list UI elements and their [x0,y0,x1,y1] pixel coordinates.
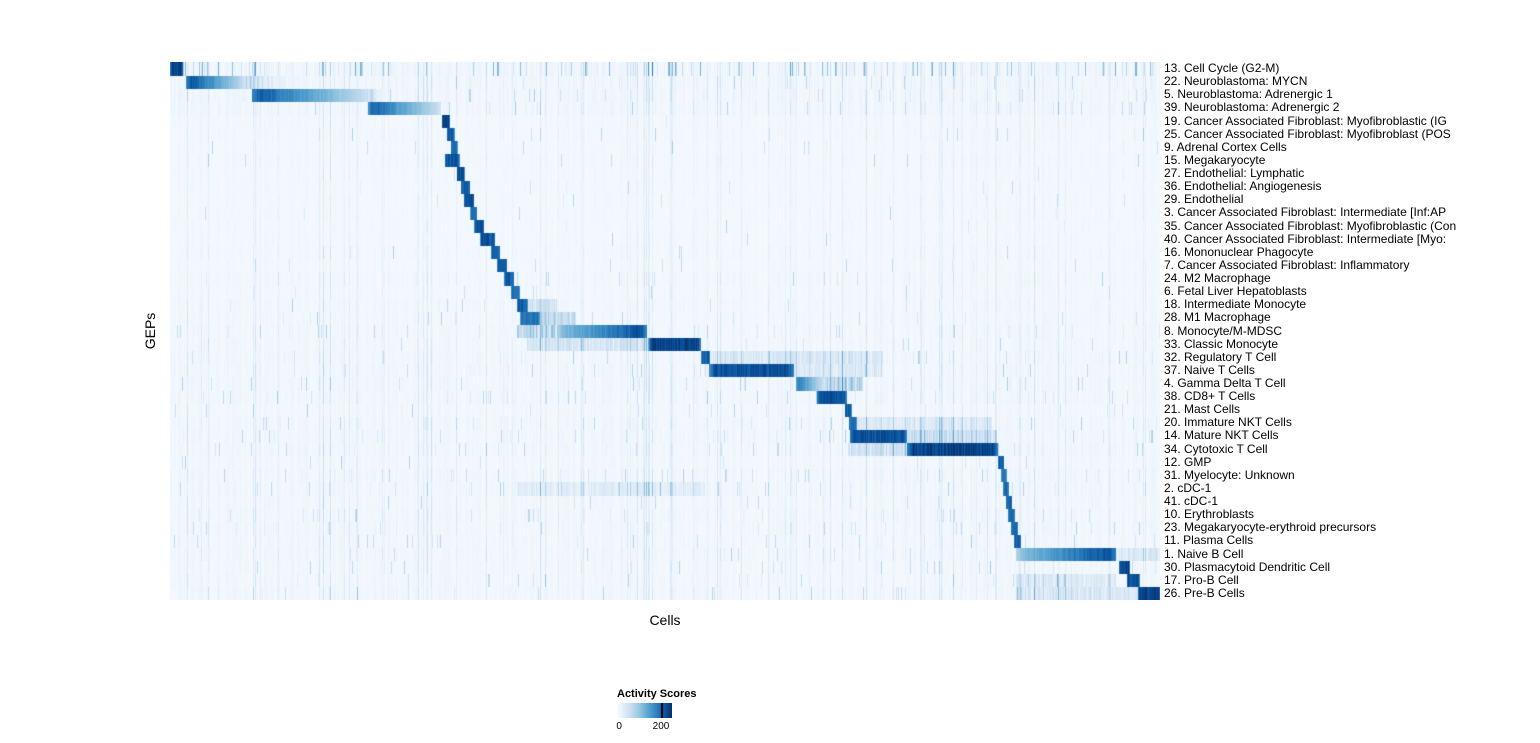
legend-max-label: 200 [652,721,670,732]
heatmap-canvas [170,62,1160,600]
row-label: 18. Intermediate Monocyte [1164,298,1307,312]
row-label: 21. Mast Cells [1164,403,1241,417]
row-label: 40. Cancer Associated Fibroblast: Interm… [1164,232,1447,246]
row-label: 19. Cancer Associated Fibroblast: Myofib… [1164,114,1447,128]
row-label: 24. M2 Macrophage [1164,272,1271,285]
row-label: 2. cDC-1 [1164,481,1212,495]
row-label: 1. Naive B Cell [1164,547,1244,561]
legend-gradient-bar [617,703,672,718]
row-label-column: 13. Cell Cycle (G2-M) 22. Neuroblastoma: … [1164,62,1540,600]
row-label: 10. Erythroblasts [1164,508,1255,522]
legend-min-label: 0 [616,721,622,732]
row-label: 39. Neuroblastoma: Adrenergic 2 [1164,101,1340,115]
row-label: 35. Cancer Associated Fibroblast: Myofib… [1164,219,1457,233]
row-label: 4. Gamma Delta T Cell [1164,376,1286,390]
row-label: 3. Cancer Associated Fibroblast: Interme… [1164,206,1447,220]
row-label: 29. Endothelial [1164,193,1244,207]
row-label: 25. Cancer Associated Fibroblast: Myofib… [1164,127,1451,141]
row-label: 38. CD8+ T Cells [1164,390,1256,404]
row-label: 9. Adrenal Cortex Cells [1164,140,1287,154]
row-label: 41. cDC-1 [1164,495,1219,509]
x-axis-label: Cells [649,612,681,628]
row-label: 22. Neuroblastoma: MYCN [1164,75,1308,89]
row-label: 36. Endothelial: Angiogenesis [1164,180,1322,194]
row-label: 28. M1 Macrophage [1164,311,1271,325]
row-label: 11. Plasma Cells [1164,534,1254,548]
row-label: 17. Pro-B Cell [1164,573,1239,587]
row-label: 13. Cell Cycle (G2-M) [1164,62,1280,76]
legend-tick-labels: 0 200 [616,721,696,733]
row-label: 5. Neuroblastoma: Adrenergic 1 [1164,88,1333,102]
activity-scores-legend: Activity Scores 0 200 [616,688,697,733]
row-label: 32. Regulatory T Cell [1164,350,1277,364]
row-label: 30. Plasmacytoid Dendritic Cell [1164,560,1331,574]
row-label: 37. Naive T Cells [1164,363,1255,377]
row-label: 15. Megakaryocyte [1164,153,1266,167]
row-label: 14. Mature NKT Cells [1164,429,1279,443]
legend-title: Activity Scores [617,688,697,700]
row-label: 6. Fetal Liver Hepatoblasts [1164,285,1307,299]
row-label: 8. Monocyte/M-MDSC [1164,324,1283,338]
row-label: 27. Endothelial: Lymphatic [1164,167,1305,181]
row-label: 34. Cytotoxic T Cell [1164,442,1268,456]
row-label: 23. Megakaryocyte-erythroid precursors [1164,521,1377,535]
row-label: 26. Pre-B Cells [1164,586,1245,600]
row-label: 16. Mononuclear Phagocyte [1164,245,1314,259]
row-label: 20. Immature NKT Cells [1164,416,1292,430]
row-label: 33. Classic Monocyte [1164,337,1279,351]
row-label: 12. GMP [1164,455,1212,469]
row-label: 7. Cancer Associated Fibroblast: Inflamm… [1164,258,1410,272]
y-axis-label: GEPs [142,312,158,350]
row-label: 31. Myelocyte: Unknown [1164,468,1295,482]
